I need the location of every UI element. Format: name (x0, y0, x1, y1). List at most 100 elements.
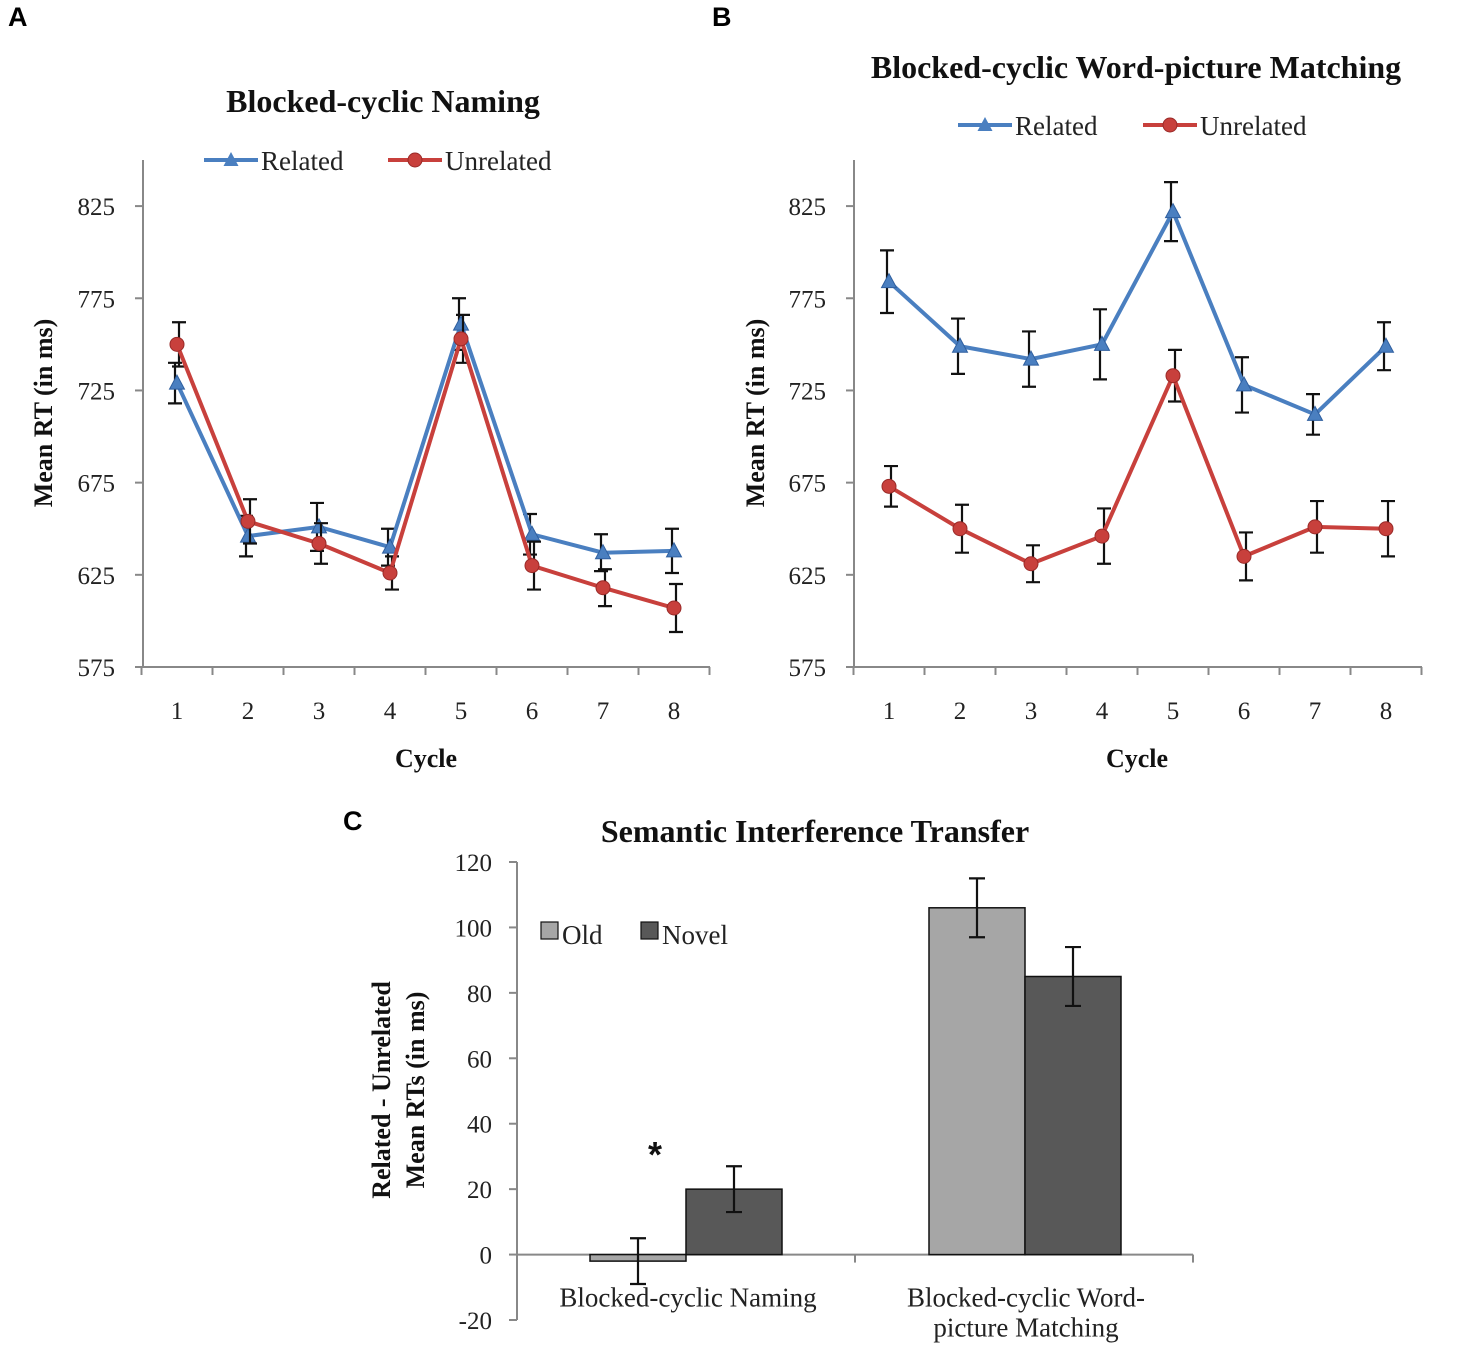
legend-label-old: Old (562, 920, 603, 950)
x-tick-label: 7 (1309, 698, 1322, 725)
y-tick-label: 675 (789, 471, 827, 498)
data-point-circle (240, 513, 256, 529)
legend-label-related: Related (261, 146, 344, 176)
data-point-circle (1094, 528, 1110, 544)
legend-circle-marker (1162, 117, 1178, 133)
legend-triangle-marker (223, 152, 239, 166)
significance-asterisk: * (648, 1134, 662, 1175)
x-tick-label: 3 (313, 698, 326, 725)
legend-label-unrelated: Unrelated (1200, 111, 1307, 141)
y-tick-label: 825 (789, 194, 827, 221)
panel-a-legend: Related Unrelated (204, 146, 552, 176)
data-point-triangle (239, 527, 257, 543)
series-unrelated (881, 348, 1395, 584)
series-old (589, 877, 1026, 1286)
panel-letter-b: B (712, 2, 732, 32)
panel-a-x-axis-title: Cycle (395, 744, 457, 773)
y-tick-label: 725 (78, 378, 116, 405)
data-point-circle (595, 580, 611, 596)
data-point-triangle (452, 315, 470, 331)
y-tick-label: 80 (467, 981, 492, 1008)
error-bar (1065, 945, 1081, 1008)
series-line-related (887, 206, 1388, 417)
data-point-circle (453, 331, 469, 347)
series-unrelated (169, 313, 683, 634)
series-line-unrelated (887, 370, 1387, 566)
y-tick-label: 825 (78, 194, 116, 221)
data-point-circle (1378, 521, 1394, 537)
panel-a: A Blocked-cyclic Naming Related Unrelated… (8, 2, 711, 773)
data-point-triangle (1377, 337, 1395, 353)
data-point-circle (1023, 556, 1039, 572)
panel-b-legend: Related Unrelated (958, 111, 1307, 141)
data-point-triangle (1164, 202, 1182, 219)
data-point-circle (169, 336, 185, 352)
data-point-triangle (523, 525, 541, 541)
data-point-triangle (594, 543, 612, 560)
data-point-triangle (1306, 405, 1324, 421)
panel-letter-a: A (8, 2, 28, 32)
y-tick-label: -20 (459, 1308, 492, 1335)
legend-triangle-marker (977, 117, 993, 131)
data-point-triangle (310, 517, 328, 534)
y-tick-label: 575 (789, 655, 827, 682)
series-related (168, 297, 683, 575)
x-category-label: picture Matching (933, 1313, 1118, 1343)
panel-a-y-axis-title: Mean RT (in ms) (29, 319, 58, 508)
series-line-unrelated (175, 332, 675, 610)
legend-circle-marker (407, 152, 423, 168)
panel-a-plot: 575 625 675 725 775 825 1 2 3 4 5 6 7 8 (78, 160, 711, 725)
data-point-triangle (168, 374, 186, 390)
x-tick-label: 2 (242, 698, 255, 725)
panel-b: B Blocked-cyclic Word-picture Matching R… (712, 2, 1423, 773)
y-tick-label: 575 (78, 655, 116, 682)
bar-old (928, 907, 1026, 1256)
panel-b-y-axis-title: Mean RT (in ms) (741, 319, 770, 508)
data-point-circle (311, 535, 327, 551)
legend-label-novel: Novel (662, 920, 728, 950)
data-point-circle (1236, 548, 1252, 564)
data-point-triangle (1235, 375, 1253, 392)
data-point-circle (1307, 519, 1323, 535)
panel-c-y-axis-title-line2: Mean RTs (in ms) (401, 992, 430, 1189)
legend-label-unrelated: Unrelated (445, 146, 552, 176)
y-tick-label: 775 (78, 286, 116, 313)
x-tick-label: 7 (597, 698, 610, 725)
x-tick-label: 1 (883, 698, 896, 725)
y-tick-label: 120 (455, 850, 493, 877)
panel-b-x-axis-title: Cycle (1106, 744, 1168, 773)
x-tick-label: 8 (668, 698, 681, 725)
panel-a-title: Blocked-cyclic Naming (226, 83, 540, 119)
y-tick-label: 625 (78, 563, 116, 590)
data-point-circle (666, 600, 682, 616)
panel-c-y-axis-title-line1: Related - Unrelated (367, 981, 396, 1199)
error-bar (726, 1165, 742, 1214)
series-novel (685, 945, 1122, 1256)
x-tick-label: 5 (1167, 698, 1180, 725)
x-tick-label: 5 (455, 698, 468, 725)
y-tick-label: 625 (789, 563, 827, 590)
y-tick-label: 60 (467, 1046, 492, 1073)
data-point-triangle (1093, 335, 1111, 351)
legend-swatch-old (540, 921, 559, 940)
x-tick-label: 4 (384, 698, 397, 725)
x-tick-label: 2 (954, 698, 967, 725)
legend-swatch-novel (640, 921, 659, 940)
panel-c-legend: Old Novel (540, 920, 728, 950)
data-point-triangle (381, 538, 399, 554)
data-point-circle (524, 558, 540, 574)
y-tick-label: 675 (78, 471, 116, 498)
x-tick-label: 4 (1096, 698, 1109, 725)
y-tick-label: 725 (789, 378, 827, 405)
data-point-circle (1165, 368, 1181, 384)
x-tick-label: 1 (171, 698, 184, 725)
data-point-triangle (665, 541, 683, 558)
panel-b-title: Blocked-cyclic Word-picture Matching (871, 49, 1401, 85)
bar-novel (1024, 975, 1122, 1256)
x-tick-label: 6 (526, 698, 539, 725)
panel-letter-c: C (343, 806, 363, 836)
x-tick-label: 8 (1380, 698, 1393, 725)
data-point-triangle (951, 337, 969, 353)
data-point-circle (952, 521, 968, 537)
y-tick-label: 775 (789, 286, 827, 313)
